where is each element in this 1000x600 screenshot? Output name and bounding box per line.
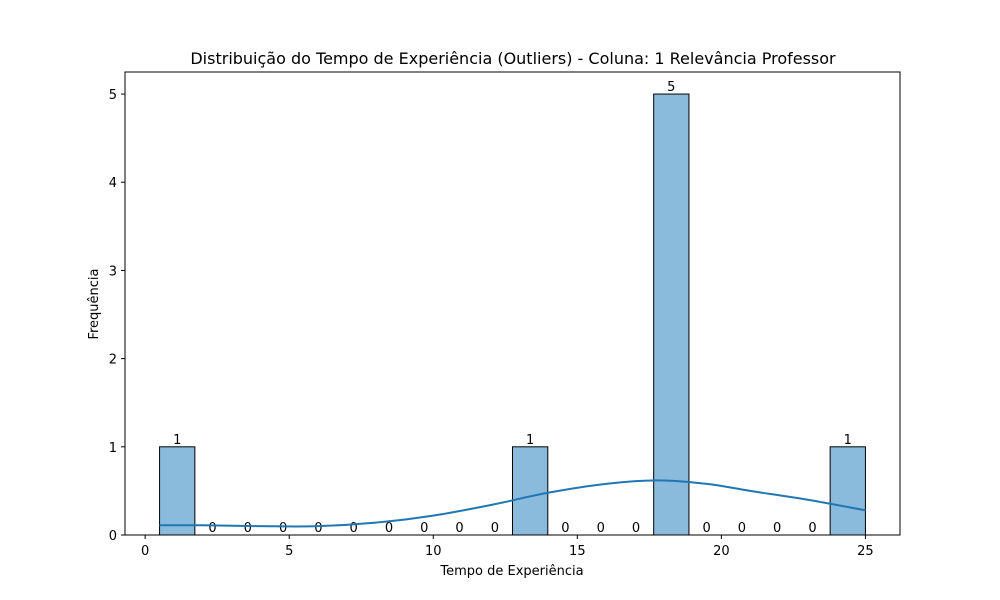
x-tick-label: 25: [857, 544, 874, 559]
bar-value-label: 0: [455, 521, 463, 536]
y-tick-label: 4: [109, 176, 117, 191]
x-tick-label: 15: [569, 544, 586, 559]
histogram-bar: [512, 446, 549, 536]
bar-value-label: 1: [173, 433, 181, 448]
bar-value-label: 5: [667, 80, 675, 95]
x-axis-label: Tempo de Experiência: [439, 564, 583, 579]
histogram-bar: [829, 446, 866, 536]
y-tick-label: 0: [109, 529, 117, 544]
bar-value-label: 0: [738, 521, 746, 536]
y-tick-label: 3: [109, 264, 117, 279]
bar-value-label: 0: [808, 521, 816, 536]
histogram-bar: [653, 93, 690, 536]
bar-data-labels: 1 0 0 0 0 0 0 0 0 0 1 0 0 0 5 0 0 0 0 1: [173, 80, 852, 536]
x-tick-label: 10: [425, 544, 442, 559]
bar-value-label: 0: [314, 521, 322, 536]
x-axis-ticks: 0 5 10 15 20 25: [141, 535, 874, 559]
y-axis-label: Frequência: [87, 268, 102, 339]
y-axis-ticks: 0 1 2 3 4 5: [109, 88, 125, 544]
bar-value-label: 0: [773, 521, 781, 536]
bar-value-label: 0: [350, 521, 358, 536]
bar-value-label: 0: [597, 521, 605, 536]
bar-value-label: 0: [491, 521, 499, 536]
x-tick-label: 5: [285, 544, 293, 559]
bar-value-label: 0: [702, 521, 710, 536]
bar-value-label: 0: [279, 521, 287, 536]
bar-value-label: 1: [526, 433, 534, 448]
y-tick-label: 1: [109, 441, 117, 456]
bar-value-label: 1: [844, 433, 852, 448]
bar-value-label: 0: [208, 521, 216, 536]
histogram-bar: [159, 446, 196, 536]
x-tick-label: 0: [141, 544, 149, 559]
y-tick-label: 5: [109, 88, 117, 103]
chart-title: Distribuição do Tempo de Experiência (Ou…: [190, 49, 836, 68]
y-tick-label: 2: [109, 353, 117, 368]
bar-value-label: 0: [561, 521, 569, 536]
histogram-bars: [159, 93, 866, 536]
bar-value-label: 0: [244, 521, 252, 536]
kde-curve: [159, 479, 866, 528]
bar-value-label: 0: [632, 521, 640, 536]
bar-value-label: 0: [420, 521, 428, 536]
x-tick-label: 20: [713, 544, 730, 559]
bar-value-label: 0: [385, 521, 393, 536]
